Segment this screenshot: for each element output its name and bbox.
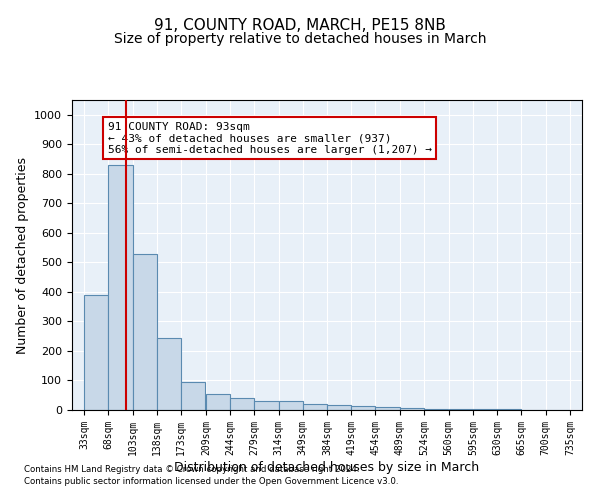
Bar: [109, 165, 133, 410]
Bar: [84, 295, 109, 410]
Bar: [181, 382, 205, 410]
Text: Size of property relative to detached houses in March: Size of property relative to detached ho…: [114, 32, 486, 46]
Text: Contains HM Land Registry data © Crown copyright and database right 2024.: Contains HM Land Registry data © Crown c…: [24, 466, 359, 474]
Text: Contains public sector information licensed under the Open Government Licence v3: Contains public sector information licen…: [24, 477, 398, 486]
Text: 91, COUNTY ROAD, MARCH, PE15 8NB: 91, COUNTY ROAD, MARCH, PE15 8NB: [154, 18, 446, 32]
Bar: [327, 404, 351, 410]
Bar: [206, 394, 230, 410]
Bar: [133, 254, 157, 410]
Bar: [400, 408, 424, 410]
Bar: [424, 408, 448, 410]
Bar: [303, 404, 327, 410]
Bar: [473, 409, 497, 410]
Bar: [157, 338, 181, 410]
Text: 91 COUNTY ROAD: 93sqm
← 43% of detached houses are smaller (937)
56% of semi-det: 91 COUNTY ROAD: 93sqm ← 43% of detached …: [108, 122, 432, 155]
Bar: [351, 406, 376, 410]
Bar: [376, 407, 400, 410]
Bar: [278, 401, 303, 410]
Bar: [230, 398, 254, 410]
Bar: [254, 400, 278, 410]
X-axis label: Distribution of detached houses by size in March: Distribution of detached houses by size …: [175, 460, 479, 473]
Y-axis label: Number of detached properties: Number of detached properties: [16, 156, 29, 354]
Bar: [449, 409, 473, 410]
